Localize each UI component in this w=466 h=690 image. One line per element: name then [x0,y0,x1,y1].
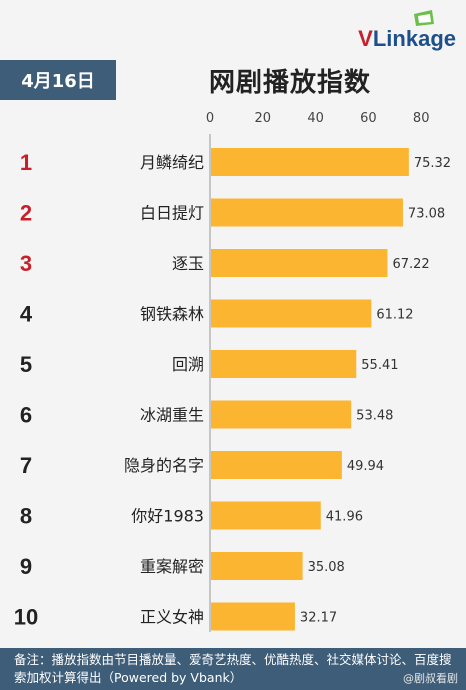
bar [211,501,321,530]
value-label: 61.12 [376,308,413,323]
value-label: 41.96 [326,510,363,525]
bar [211,400,352,429]
bar [211,148,409,176]
watermark: @剧叔看剧 [403,672,458,685]
x-tick-label: 40 [307,111,324,126]
bar [211,249,388,277]
value-label: 55.41 [361,358,398,373]
rank-label: 7 [20,453,32,478]
rank-label: 5 [20,352,32,377]
brand-logo-v: V [358,26,373,51]
bar-chart: 0 20 40 60 80 1 月鳞绮纪 75.32 2 白日提灯 73.08 3 逐玉 67.22 4 钢铁… [14,111,451,632]
value-label: 75.32 [414,156,451,171]
bar [211,451,342,479]
brand-logo: VLinkage [358,26,456,52]
rank-label: 3 [20,251,32,276]
bar [211,350,357,378]
category-label: 月鳞绮纪 [140,153,204,172]
bar [211,552,303,580]
value-label: 73.08 [408,207,445,222]
value-label: 49.94 [347,459,384,474]
category-label: 逐玉 [172,254,204,273]
bar [211,299,372,328]
rank-label: 1 [20,150,32,175]
bar [211,198,403,227]
x-tick-label: 0 [206,111,214,126]
date-badge: 4月16日 [0,60,116,100]
rank-label: 6 [20,403,32,428]
x-tick-label: 80 [413,111,430,126]
value-label: 32.17 [300,611,337,626]
value-label: 35.08 [308,560,345,575]
footer-note: 备注：播放指数由节目播放量、爱奇艺热度、优酷热度、社交媒体讨论、百度搜索加权计算… [0,648,466,690]
category-label: 重案解密 [140,557,204,576]
x-tick-label: 60 [360,111,377,126]
rank-label: 8 [20,504,32,529]
rank-label: 2 [20,201,32,226]
rank-label: 10 [14,605,38,630]
chart-title: 网剧播放指数 [208,67,371,98]
category-label: 回溯 [172,355,204,374]
category-label: 正义女神 [140,608,204,627]
brand-logo-rest: Linkage [372,26,456,51]
value-label: 53.48 [356,409,393,424]
bar [211,602,295,631]
x-tick-label: 20 [255,111,272,126]
category-label: 冰湖重生 [140,406,204,425]
logo-icon [414,10,434,26]
category-label: 你好1983 [131,507,204,526]
value-label: 67.22 [392,257,429,272]
category-label: 白日提灯 [140,204,204,223]
category-label: 钢铁森林 [140,305,204,324]
category-label: 隐身的名字 [124,456,204,475]
rank-label: 4 [20,302,33,327]
rank-label: 9 [20,554,32,579]
